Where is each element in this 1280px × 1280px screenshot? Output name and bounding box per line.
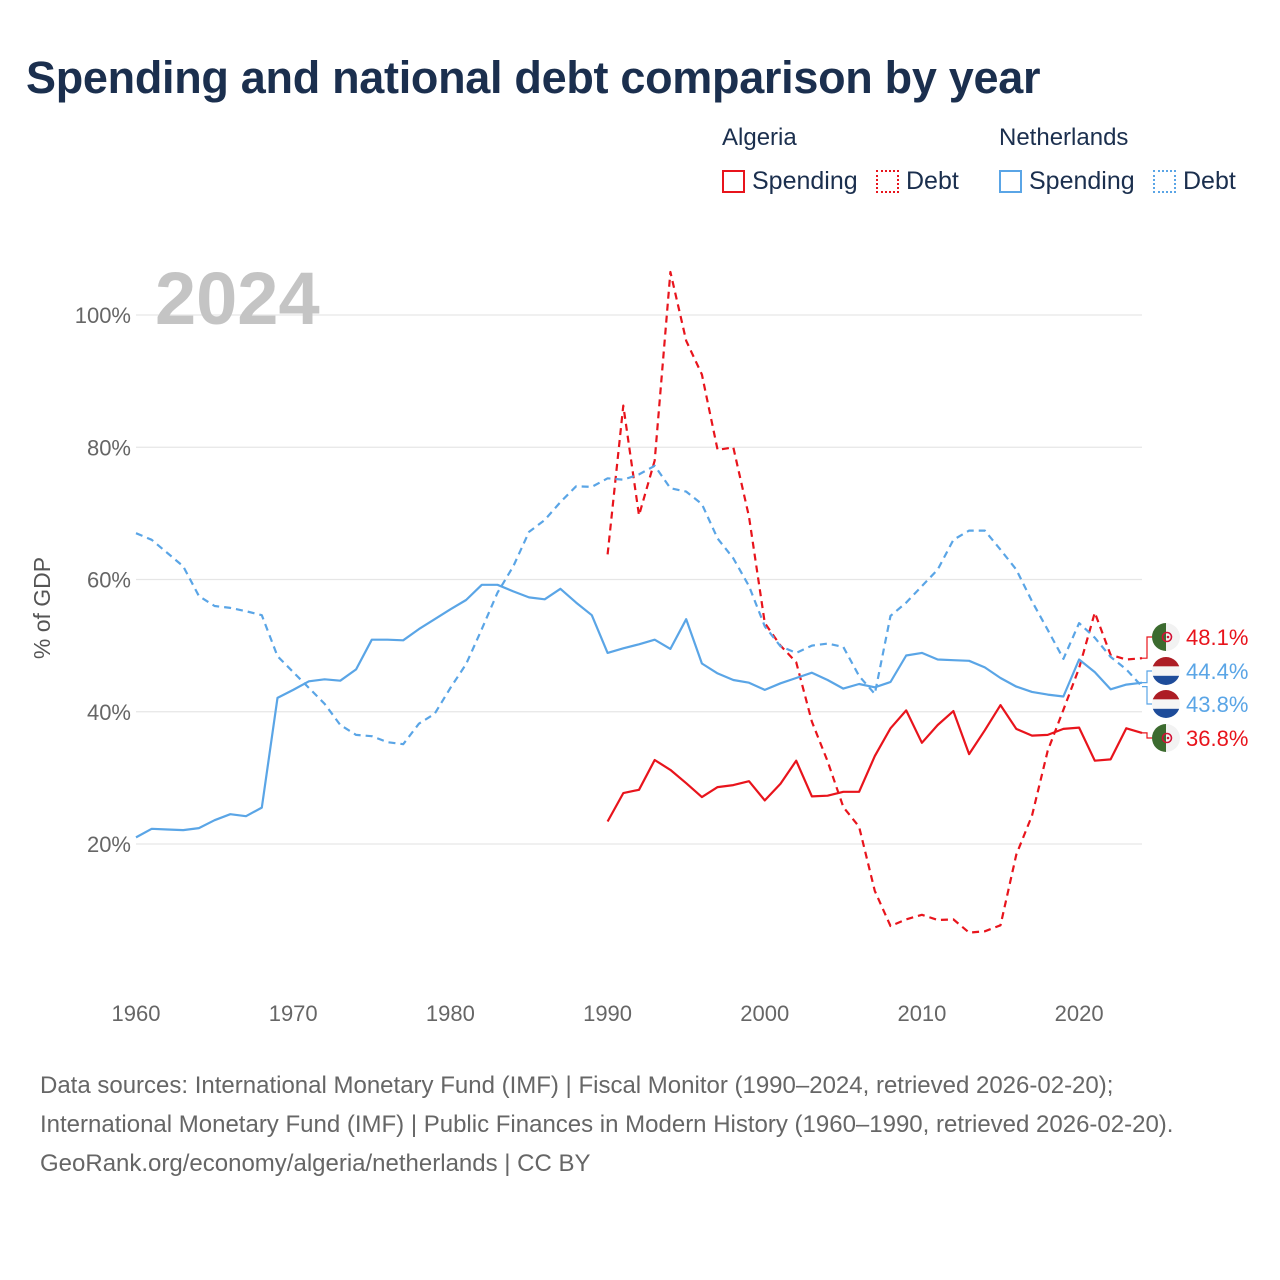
series-lines bbox=[135, 270, 1143, 934]
x-tick-label: 2020 bbox=[1055, 1001, 1104, 1026]
year-watermark: 2024 bbox=[155, 257, 320, 340]
legend-swatch-dotted-icon bbox=[876, 170, 899, 193]
legend-swatch-dotted-icon bbox=[1153, 170, 1176, 193]
legend-group-netherlands: Netherlands bbox=[999, 124, 1129, 151]
x-tick-label: 1960 bbox=[112, 1001, 161, 1026]
end-label-connector bbox=[1142, 686, 1152, 705]
netherlands-flag-icon bbox=[1152, 657, 1180, 685]
legend-item-algeria-debt[interactable]: Debt bbox=[876, 167, 959, 196]
series-line-algeria-debt[interactable] bbox=[606, 270, 1143, 934]
y-axis-label: % of GDP bbox=[29, 557, 55, 659]
data-sources: Data sources: International Monetary Fun… bbox=[40, 1066, 1240, 1183]
legend-swatch-solid-icon bbox=[999, 170, 1022, 193]
x-tick-label: 1970 bbox=[269, 1001, 318, 1026]
y-tick-label: 80% bbox=[87, 435, 131, 460]
y-axis-ticks: 20% 40% 60% 80% 100% bbox=[75, 303, 131, 857]
x-tick-label: 1990 bbox=[583, 1001, 632, 1026]
y-tick-label: 100% bbox=[75, 303, 131, 328]
legend-swatch-solid-icon bbox=[722, 170, 745, 193]
legend-item-netherlands-debt[interactable]: Debt bbox=[1153, 167, 1236, 196]
netherlands-flag-icon bbox=[1152, 690, 1180, 718]
chart-title: Spending and national debt comparison by… bbox=[26, 52, 1041, 103]
y-tick-label: 20% bbox=[87, 832, 131, 857]
end-label-connector bbox=[1142, 636, 1152, 659]
end-label-value: 44.4% bbox=[1186, 659, 1248, 684]
x-tick-label: 2010 bbox=[897, 1001, 946, 1026]
end-label-value: 43.8% bbox=[1186, 692, 1248, 717]
legend-label: Debt bbox=[906, 167, 959, 195]
legend-group-algeria: Algeria bbox=[722, 124, 797, 151]
series-line-netherlands-spending[interactable] bbox=[135, 583, 1143, 839]
legend-label: Debt bbox=[1183, 167, 1236, 195]
end-label-connector bbox=[1142, 732, 1152, 739]
legend-item-netherlands-spending[interactable]: Spending bbox=[999, 167, 1135, 196]
sources-text: Data sources: International Monetary Fun… bbox=[40, 1072, 1174, 1138]
algeria-flag-icon bbox=[1152, 724, 1180, 752]
y-tick-label: 60% bbox=[87, 568, 131, 593]
end-label-value: 48.1% bbox=[1186, 625, 1248, 650]
end-labels: 48.1% 44.4% 43.8% 36.8% bbox=[1142, 623, 1248, 752]
legend-label: Spending bbox=[1029, 167, 1135, 195]
x-axis-ticks: 1960 1970 1980 1990 2000 2010 2020 bbox=[112, 1001, 1104, 1026]
attribution-link[interactable]: GeoRank.org/economy/algeria/netherlands … bbox=[40, 1150, 591, 1177]
y-tick-label: 40% bbox=[87, 700, 131, 725]
gridlines bbox=[136, 314, 1142, 845]
series-line-netherlands-debt[interactable] bbox=[135, 464, 1143, 746]
legend-item-algeria-spending[interactable]: Spending bbox=[722, 167, 858, 196]
x-tick-label: 2000 bbox=[740, 1001, 789, 1026]
algeria-flag-icon bbox=[1152, 623, 1180, 651]
series-line-algeria-spending[interactable] bbox=[606, 703, 1143, 823]
end-label-connector bbox=[1142, 670, 1152, 684]
x-tick-label: 1980 bbox=[426, 1001, 475, 1026]
chart-plot: 20% 40% 60% 80% 100% 1960 1970 1980 1990 2000 201… bbox=[29, 257, 1248, 1026]
legend-label: Spending bbox=[752, 167, 858, 195]
end-label-value: 36.8% bbox=[1186, 726, 1248, 751]
